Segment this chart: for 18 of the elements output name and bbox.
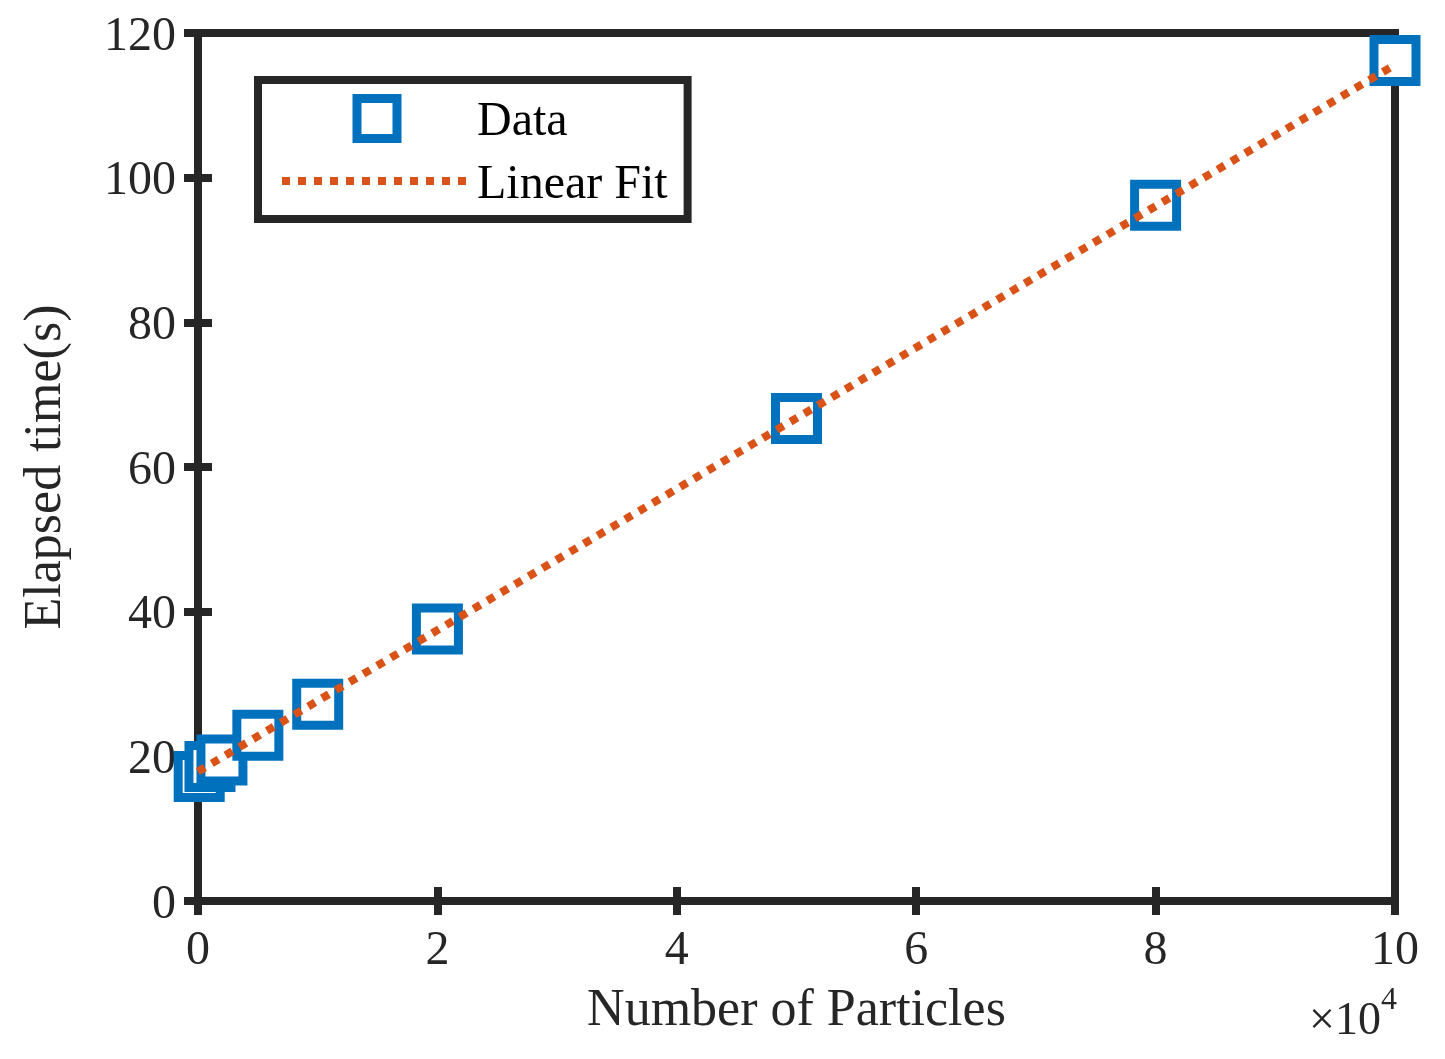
x-tick-label: 4	[664, 920, 689, 974]
x-axis-title: Number of Particles	[587, 978, 1006, 1036]
y-tick-label: 100	[104, 151, 176, 205]
y-tick-label: 120	[104, 6, 176, 60]
x-tick-label: 2	[425, 920, 450, 974]
y-axis-title: Elapsed time(s)	[13, 304, 72, 630]
x-tick-label: 0	[186, 920, 210, 974]
x-tick-label: 6	[904, 920, 929, 974]
y-tick-label: 60	[128, 440, 176, 494]
point	[1369, 34, 1421, 86]
y-tick-label: 0	[152, 874, 176, 928]
y-tick-label: 40	[128, 585, 176, 639]
y-tick-label: 20	[128, 729, 176, 783]
x-tick-label: 8	[1143, 920, 1168, 974]
x-tick-label: 10	[1371, 920, 1419, 974]
legend-label: Data	[477, 92, 568, 145]
y-tick-label: 80	[128, 295, 176, 349]
legend-label: Linear Fit	[477, 154, 669, 208]
